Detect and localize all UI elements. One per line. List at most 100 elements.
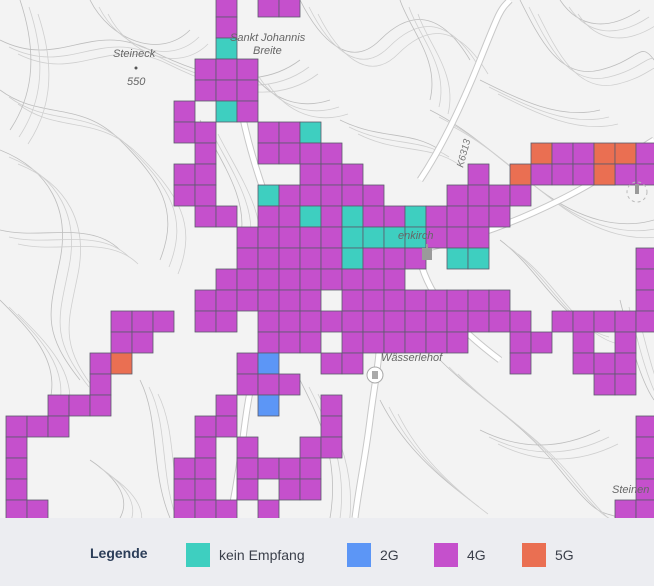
contour-line (89, 459, 125, 518)
legend-label-2g: 2G (380, 547, 399, 563)
coverage-cell (236, 436, 259, 459)
coverage-cell (425, 331, 448, 354)
coverage-cell (467, 310, 490, 333)
coverage-cell (362, 310, 385, 333)
coverage-cell (320, 436, 343, 459)
coverage-cell (551, 142, 574, 165)
coverage-cell (215, 100, 238, 123)
coverage-cell (635, 268, 654, 291)
coverage-cell (635, 436, 654, 459)
tower-icon (626, 181, 648, 203)
coverage-cell (236, 247, 259, 270)
coverage-cell (467, 205, 490, 228)
coverage-cell (341, 247, 364, 270)
coverage-cell (278, 268, 301, 291)
contour-line (89, 0, 191, 45)
coverage-cell (530, 142, 553, 165)
contour-line (8, 156, 90, 388)
coverage-cell (383, 205, 406, 228)
coverage-cell (572, 331, 595, 354)
contour-line (267, 83, 349, 118)
contour-line (479, 429, 601, 446)
coverage-cell (278, 289, 301, 312)
contour-line (107, 473, 143, 518)
coverage-cell (383, 289, 406, 312)
coverage-cell (320, 247, 343, 270)
coverage-cell (404, 331, 427, 354)
coverage-cell (257, 184, 280, 207)
contour-line (17, 163, 99, 395)
place-label-village: enkirch (398, 230, 433, 242)
coverage-cell (257, 352, 280, 375)
coverage-cell (467, 163, 490, 186)
coverage-cell (362, 205, 385, 228)
legend-swatch-5g (522, 543, 546, 567)
coverage-cell (131, 310, 154, 333)
coverage-cell (299, 310, 322, 333)
coverage-cell (635, 289, 654, 312)
coverage-cell (341, 352, 364, 375)
contour-line (17, 53, 319, 93)
coverage-cell (110, 331, 133, 354)
coverage-cell (362, 268, 385, 291)
legend-bar: Legende kein Empfang 2G 4G 5G (0, 518, 654, 586)
coverage-cell (467, 184, 490, 207)
coverage-cell (341, 184, 364, 207)
contour-line (148, 386, 177, 518)
legend-label-no-signal: kein Empfang (219, 547, 305, 563)
contour-line (98, 466, 134, 518)
coverage-cell (257, 331, 280, 354)
coverage-cell (215, 499, 238, 518)
coverage-cell (215, 205, 238, 228)
coverage-cell (446, 289, 469, 312)
coverage-cell (404, 310, 427, 333)
coverage-cell (68, 394, 91, 417)
coverage-cell (635, 415, 654, 438)
legend-label-4g: 4G (467, 547, 486, 563)
terrain-lines (0, 0, 654, 518)
coverage-cell (299, 163, 322, 186)
contour-line (488, 86, 610, 121)
coverage-cell (509, 310, 532, 333)
coverage-cell (257, 205, 280, 228)
contour-line (457, 373, 609, 518)
coverage-cell (299, 457, 322, 480)
coverage-cell (467, 247, 490, 270)
coverage-cell (194, 436, 217, 459)
coverage-cell (383, 331, 406, 354)
road (417, 0, 512, 182)
contour-line (8, 306, 62, 408)
coverage-cell (299, 436, 322, 459)
place-label-elevation: 550 (127, 76, 146, 88)
coverage-cell (257, 394, 280, 417)
coverage-cell (320, 184, 343, 207)
contour-line (17, 103, 187, 275)
coverage-cell (5, 436, 28, 459)
coverage-cell (425, 205, 448, 228)
coverage-map[interactable]: Steineck 550 Sankt Johannis Breite Wässe… (0, 0, 654, 518)
coverage-cell (278, 121, 301, 144)
coverage-cell (320, 226, 343, 249)
coverage-cell (236, 478, 259, 501)
coverage-cell (383, 268, 406, 291)
place-label-sankt-johannis: Sankt Johannis (230, 32, 306, 44)
coverage-cell (194, 478, 217, 501)
coverage-cell (446, 331, 469, 354)
coverage-cell (173, 478, 196, 501)
coverage-cell (320, 142, 343, 165)
coverage-cell (236, 289, 259, 312)
coverage-cell (614, 499, 637, 518)
chapel-icon (366, 366, 384, 384)
coverage-cell (257, 373, 280, 396)
contour-line (8, 96, 178, 268)
coverage-cell (278, 331, 301, 354)
coverage-cell (446, 247, 469, 270)
coverage-cell (215, 394, 238, 417)
map-canvas[interactable]: Steineck 550 Sankt Johannis Breite Wässe… (0, 0, 654, 518)
coverage-cell (278, 478, 301, 501)
coverage-cell (446, 310, 469, 333)
coverage-cell (509, 184, 532, 207)
contour-line (399, 0, 433, 101)
coverage-cell (530, 331, 553, 354)
coverage-cell (320, 268, 343, 291)
